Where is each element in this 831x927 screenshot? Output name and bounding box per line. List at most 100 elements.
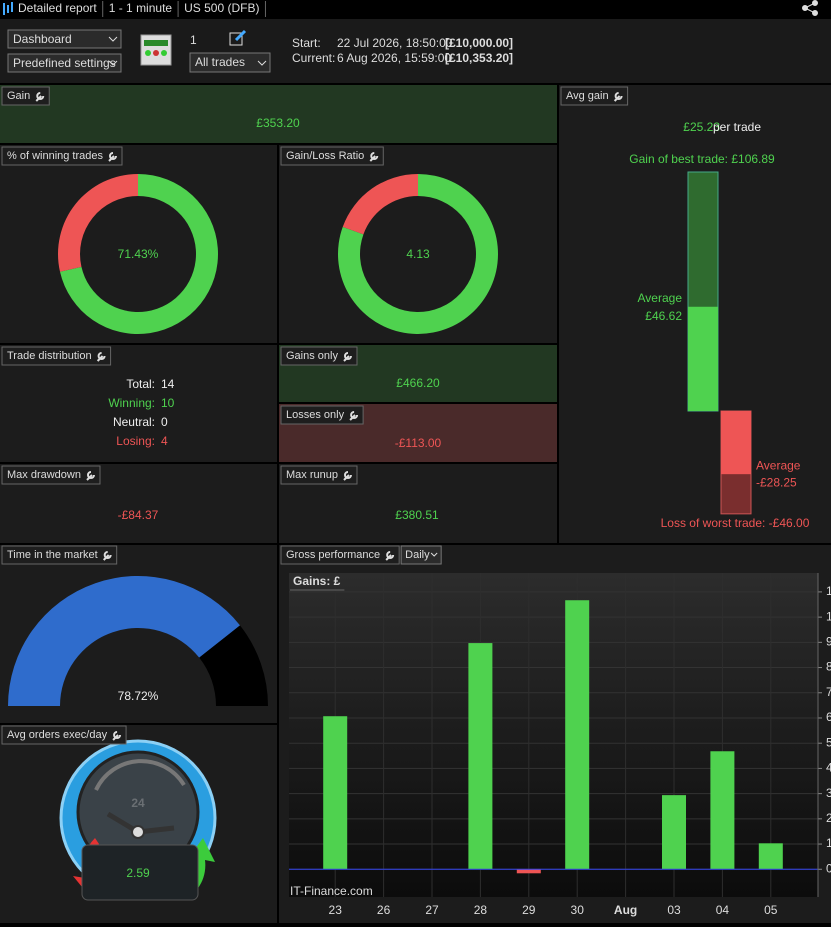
view-dropdown[interactable] — [7, 29, 122, 49]
settings-wrench[interactable] — [385, 551, 395, 561]
panel-header — [1, 346, 112, 366]
settings-wrench[interactable] — [108, 152, 117, 162]
panel-header — [1, 146, 123, 166]
ratio-value: 4.13 — [406, 247, 430, 261]
panel-title: Max runup — [286, 469, 338, 481]
y-tick-label: 100 — [826, 609, 831, 623]
report-icon[interactable] — [140, 34, 172, 66]
x-tick-label: 03 — [667, 903, 681, 917]
y-tick-label: 0 — [826, 861, 831, 875]
average-loss-bar — [721, 411, 751, 475]
distribution-value: 0 — [161, 415, 168, 429]
bar — [758, 843, 783, 870]
dropdown-arrows — [108, 36, 118, 66]
filter-label: All trades — [195, 55, 245, 69]
average-gain-title: Average — [638, 291, 683, 305]
distribution-value: 10 — [161, 396, 175, 410]
settings-wrench[interactable] — [343, 471, 352, 481]
panel-title: Trade distribution — [7, 350, 92, 362]
panel-header — [1, 465, 101, 485]
tab[interactable]: 1 - 1 minute — [109, 1, 173, 15]
report-tab-icon — [3, 2, 13, 15]
axis-label: Gains: £ — [293, 574, 341, 588]
y-tick-label: 70 — [826, 685, 831, 699]
settings-wrench[interactable] — [86, 471, 95, 481]
dropdown-arrow — [257, 60, 267, 66]
time-in-arc — [8, 576, 241, 706]
dropdown-arrow — [430, 552, 438, 557]
bar — [710, 751, 735, 870]
x-tick-label: Aug — [614, 903, 637, 917]
loss-arc — [57, 174, 138, 272]
y-tick-label: 50 — [826, 735, 831, 749]
winning-value: 71.43% — [118, 247, 159, 261]
distribution-label: Winning: — [108, 396, 155, 410]
settings-wrench[interactable] — [96, 352, 106, 362]
current-label: Current: — [292, 51, 335, 65]
avg-gain-value: £25.23 — [683, 120, 720, 134]
panel-title: Avg gain — [566, 90, 609, 102]
panel-header — [280, 146, 384, 166]
start-balance: [£10,000.00] — [445, 36, 513, 50]
settings-wrench[interactable] — [613, 92, 623, 102]
panel-title: Gross performance — [286, 549, 380, 561]
x-tick-label: 28 — [474, 903, 488, 917]
period-label: Daily — [405, 549, 430, 561]
clock-text: 24 — [131, 796, 145, 810]
gain-value: £353.20 — [256, 116, 300, 130]
settings-label: Predefined settings — [13, 56, 116, 70]
settings-wrench[interactable] — [102, 551, 112, 561]
settings-dropdown[interactable] — [7, 53, 122, 73]
panel-title: Gains only — [286, 350, 338, 362]
panel-title: Losses only — [286, 409, 345, 421]
x-tick-label: 27 — [425, 903, 439, 917]
y-tick-label: 80 — [826, 660, 831, 674]
y-tick-label: 90 — [826, 635, 831, 649]
y-tick-label: 10 — [826, 836, 831, 850]
settings-wrench[interactable] — [369, 152, 379, 162]
share-icon[interactable] — [802, 0, 818, 16]
edit-icon[interactable] — [229, 29, 247, 46]
panel-header — [280, 346, 358, 366]
panel-title: Avg orders exec/day — [7, 729, 108, 741]
x-tick-label: 30 — [571, 903, 585, 917]
settings-wrench[interactable] — [35, 92, 45, 102]
y-tick-label: 110 — [826, 584, 831, 598]
period-dropdown[interactable] — [400, 545, 442, 565]
trade-count: 1 — [190, 33, 197, 47]
toolbar — [0, 19, 831, 83]
average-loss-label: -£28.25 — [756, 475, 797, 489]
distribution-label: Total: — [126, 377, 155, 391]
panel-header — [560, 86, 629, 106]
panel-title: Max drawdown — [7, 469, 81, 481]
distribution-label: Neutral: — [113, 415, 155, 429]
start-label: Start: — [292, 36, 321, 50]
settings-wrench[interactable] — [343, 352, 352, 362]
panel-header — [280, 405, 364, 425]
filter-dropdown[interactable] — [189, 52, 271, 73]
x-tick-label: 23 — [329, 903, 343, 917]
settings-wrench[interactable] — [349, 411, 359, 421]
panel-title: Gain/Loss Ratio — [286, 150, 364, 162]
settings-wrench[interactable] — [112, 731, 122, 741]
average-gain-label: £46.62 — [645, 309, 682, 323]
plot-area — [289, 573, 818, 897]
distribution-label: Losing: — [116, 434, 155, 448]
panel-header — [280, 465, 358, 485]
panel-header — [1, 545, 118, 565]
y-tick-label: 30 — [826, 786, 831, 800]
average-gain-bar — [688, 306, 718, 411]
best-trade-label: Gain of best trade: £106.89 — [629, 152, 775, 166]
tab[interactable]: Detailed report — [18, 1, 97, 15]
x-tick-label: 29 — [522, 903, 536, 917]
runup-value: £380.51 — [395, 508, 439, 522]
y-tick-label: 20 — [826, 811, 831, 825]
panel-title: Gain — [7, 90, 30, 102]
bar — [468, 643, 493, 870]
panel-title: Time in the market — [7, 549, 98, 561]
tab[interactable]: US 500 (DFB) — [184, 1, 259, 15]
watermark: IT-Finance.com — [290, 884, 373, 898]
start-date: 22 Jul 2026, 18:50:00 — [337, 36, 453, 50]
distribution-value: 4 — [161, 434, 168, 448]
x-tick-label: 26 — [377, 903, 391, 917]
